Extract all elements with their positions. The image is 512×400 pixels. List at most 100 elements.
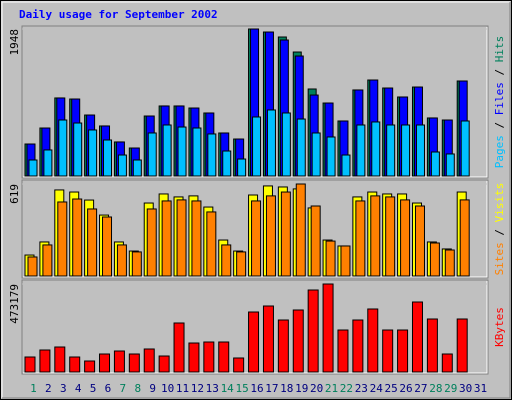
bar bbox=[237, 158, 247, 177]
x-tick-label: 23 bbox=[355, 382, 368, 395]
x-tick-label: 2 bbox=[45, 382, 52, 395]
bar bbox=[280, 191, 291, 277]
legend: Pages / Files / Hits bbox=[493, 36, 506, 169]
bar bbox=[173, 322, 185, 373]
x-tick-label: 8 bbox=[134, 382, 141, 395]
bar bbox=[236, 251, 247, 277]
bar bbox=[27, 256, 38, 277]
bar bbox=[430, 151, 440, 177]
panel-bevel bbox=[23, 181, 488, 278]
bar bbox=[307, 289, 319, 373]
bar bbox=[116, 244, 127, 277]
x-tick-label: 14 bbox=[221, 382, 235, 395]
bar bbox=[252, 116, 262, 177]
bar bbox=[370, 195, 381, 277]
x-tick-label: 28 bbox=[429, 382, 442, 395]
bar bbox=[281, 112, 291, 177]
bar bbox=[401, 124, 411, 177]
y-tick-label: 473179 bbox=[8, 284, 21, 324]
legend-entry: Visits bbox=[493, 183, 506, 223]
x-tick-label: 20 bbox=[310, 382, 323, 395]
bar bbox=[411, 301, 423, 373]
bar bbox=[162, 124, 172, 177]
bar bbox=[356, 124, 366, 177]
x-tick-label: 22 bbox=[340, 382, 353, 395]
bar bbox=[206, 211, 217, 277]
bar bbox=[445, 153, 455, 177]
bar bbox=[191, 200, 202, 277]
bar bbox=[459, 199, 470, 277]
chart-title: Daily usage for September 2002 bbox=[19, 8, 218, 21]
bar bbox=[310, 205, 321, 277]
bar bbox=[87, 208, 98, 277]
bar bbox=[371, 121, 381, 177]
bar bbox=[218, 341, 230, 373]
bar bbox=[146, 208, 157, 277]
x-tick-label: 3 bbox=[60, 382, 67, 395]
bar bbox=[188, 342, 200, 373]
x-tick-label: 30 bbox=[459, 382, 472, 395]
x-tick-label: 25 bbox=[385, 382, 398, 395]
bar bbox=[192, 127, 202, 177]
bar bbox=[57, 201, 68, 277]
bar bbox=[113, 350, 125, 373]
x-tick-label: 6 bbox=[105, 382, 112, 395]
legend: Sites / Visits bbox=[493, 183, 506, 276]
bar bbox=[73, 122, 83, 177]
x-tick-label: 7 bbox=[120, 382, 127, 395]
x-tick-label: 15 bbox=[235, 382, 248, 395]
bar bbox=[265, 195, 276, 277]
bar bbox=[341, 154, 351, 177]
bar bbox=[337, 329, 349, 373]
bar bbox=[251, 200, 262, 277]
y-tick-label: 1948 bbox=[8, 29, 21, 56]
legend-entry: Files bbox=[493, 82, 506, 115]
legend-entry: Pages bbox=[493, 135, 506, 168]
x-tick-label: 19 bbox=[295, 382, 308, 395]
legend: KBytes bbox=[493, 307, 506, 347]
x-tick-label: 1 bbox=[30, 382, 37, 395]
bar bbox=[292, 309, 304, 373]
bar bbox=[103, 139, 113, 177]
bar bbox=[147, 132, 157, 177]
bar bbox=[415, 124, 425, 177]
x-tick-label: 11 bbox=[176, 382, 189, 395]
bar bbox=[177, 126, 187, 177]
bar bbox=[207, 133, 217, 177]
panel-bevel bbox=[23, 281, 488, 374]
bar bbox=[367, 308, 379, 373]
bar bbox=[325, 240, 336, 277]
bar bbox=[248, 311, 260, 373]
legend-entry: KBytes bbox=[493, 307, 506, 347]
x-tick-label: 31 bbox=[474, 382, 487, 395]
legend-separator: / bbox=[493, 62, 506, 82]
bar bbox=[414, 205, 425, 277]
bar bbox=[456, 318, 468, 373]
bar bbox=[28, 159, 38, 177]
bar bbox=[277, 319, 289, 373]
bar bbox=[176, 199, 187, 277]
bar bbox=[158, 355, 170, 373]
bar bbox=[266, 109, 276, 177]
x-tick-label: 17 bbox=[265, 382, 278, 395]
bar bbox=[352, 319, 364, 373]
bar bbox=[385, 196, 396, 277]
bar bbox=[322, 283, 334, 373]
bar bbox=[262, 305, 274, 373]
bar bbox=[102, 216, 113, 277]
bar bbox=[88, 129, 98, 177]
x-tick-label: 26 bbox=[399, 382, 412, 395]
bar bbox=[441, 353, 453, 373]
bar bbox=[296, 118, 306, 177]
x-tick-label: 24 bbox=[370, 382, 384, 395]
x-tick-label: 29 bbox=[444, 382, 457, 395]
bar bbox=[143, 348, 155, 373]
bar bbox=[355, 200, 366, 277]
x-tick-label: 4 bbox=[75, 382, 82, 395]
bar bbox=[128, 353, 140, 373]
bar bbox=[426, 318, 438, 373]
bar bbox=[69, 356, 81, 373]
